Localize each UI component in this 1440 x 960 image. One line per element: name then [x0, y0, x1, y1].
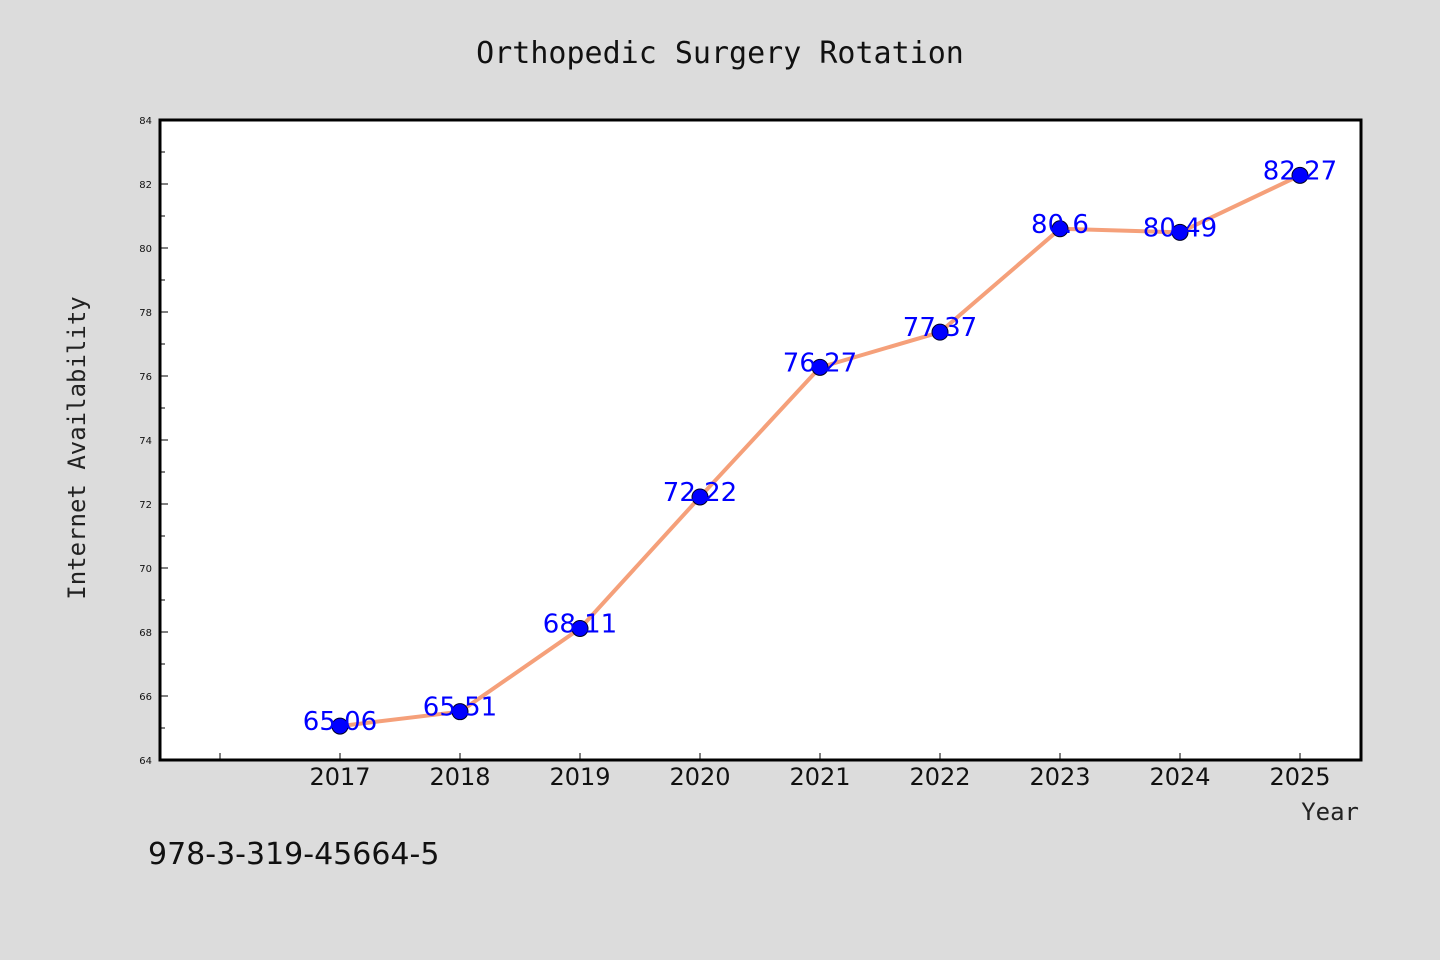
x-tick-label: 2024	[1149, 763, 1210, 791]
x-tick-label: 2017	[309, 763, 370, 791]
y-tick-label: 74	[139, 436, 152, 447]
y-axis-ticks: 64 66 68 70 72 74 76 78 80 82 84	[139, 116, 168, 767]
data-point	[1171, 223, 1189, 241]
data-point	[931, 323, 949, 341]
y-tick-label: 72	[139, 500, 152, 511]
x-tick-label: 2023	[1029, 763, 1090, 791]
y-tick-label: 76	[139, 372, 152, 383]
data-label: 65.06	[303, 707, 377, 737]
data-point	[571, 619, 589, 637]
chart-title: Orthopedic Surgery Rotation	[476, 36, 964, 71]
plot-area	[158, 118, 1363, 762]
y-tick-label: 80	[139, 244, 152, 255]
data-point	[451, 703, 469, 721]
data-label: 76.27	[783, 348, 857, 378]
x-tick-label: 2019	[549, 763, 610, 791]
data-label: 68.11	[543, 609, 617, 639]
y-tick-label: 68	[139, 628, 152, 639]
y-tick-label: 84	[139, 116, 152, 127]
x-tick-label: 2020	[669, 763, 730, 791]
data-point	[691, 488, 709, 506]
data-label: 80.6	[1031, 210, 1089, 240]
y-tick-label: 82	[139, 180, 152, 191]
data-label: 82.27	[1263, 156, 1337, 186]
y-tick-label: 70	[139, 564, 152, 575]
x-tick-label: 2018	[429, 763, 490, 791]
data-label: 80.49	[1143, 213, 1217, 243]
footer-code: 978-3-319-45664-5	[148, 837, 439, 872]
y-tick-label: 66	[139, 692, 152, 703]
y-tick-label: 78	[139, 308, 152, 319]
x-tick-label: 2021	[789, 763, 850, 791]
data-point	[1051, 220, 1069, 238]
x-axis-label: Year	[1301, 798, 1359, 826]
data-point	[811, 358, 829, 376]
y-axis-label: Internet Availability	[63, 296, 91, 599]
data-label: 65.51	[423, 693, 497, 723]
data-point	[1291, 166, 1309, 184]
data-point	[331, 717, 349, 735]
x-tick-label: 2022	[909, 763, 970, 791]
data-label: 72.22	[663, 478, 737, 508]
data-label: 77.37	[903, 313, 977, 343]
x-axis-ticks: 2017 2018 2019 2020 2021 2022 2023 2024 2025	[219, 753, 1331, 791]
x-tick-label: 2025	[1269, 763, 1330, 791]
series-layer: 65.06 65.51 68.11 72.22 76.27 77.37 80.6 80.49 8…	[303, 156, 1337, 737]
y-tick-label: 64	[139, 756, 152, 767]
